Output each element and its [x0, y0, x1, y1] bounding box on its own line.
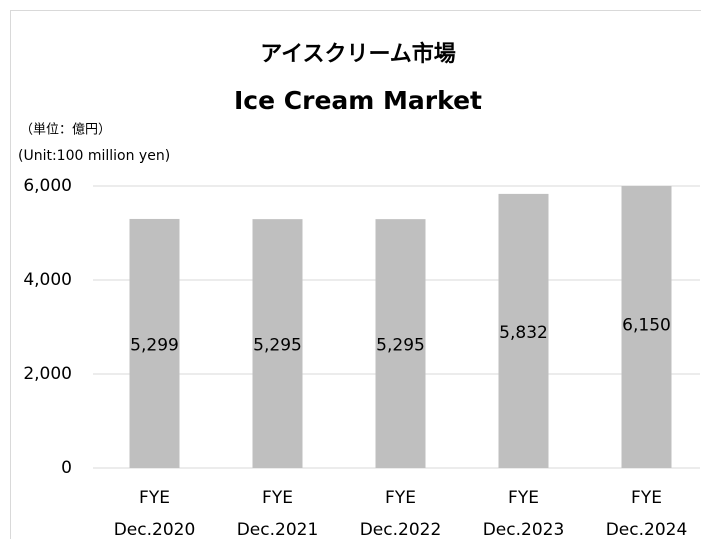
bar	[621, 186, 672, 468]
x-tick-label: FYE	[262, 488, 293, 508]
x-tick-label: FYE	[631, 488, 662, 508]
data-label: 6,150	[622, 315, 671, 335]
data-label: 5,299	[130, 335, 179, 355]
x-tick-label: Dec.2024	[606, 520, 688, 539]
data-label: 5,295	[253, 336, 302, 356]
x-tick-label: FYE	[139, 488, 170, 508]
data-label: 5,295	[376, 336, 425, 356]
y-tick-label: 2,000	[23, 364, 72, 384]
x-tick-label: Dec.2022	[360, 520, 442, 539]
chart-subtitle: Ice Cream Market	[234, 86, 482, 115]
bar	[252, 219, 303, 468]
y-tick-label: 0	[61, 458, 72, 478]
x-tick-label: Dec.2023	[483, 520, 565, 539]
bar	[375, 219, 426, 468]
x-tick-label: Dec.2020	[114, 520, 196, 539]
x-tick-label: FYE	[385, 488, 416, 508]
chart-border	[10, 10, 701, 539]
unit-label: (Unit:100 million yen)	[18, 148, 170, 164]
data-label: 5,832	[499, 323, 548, 343]
chart-title: アイスクリーム市場	[260, 41, 456, 67]
y-tick-label: 4,000	[23, 270, 72, 290]
x-tick-label: FYE	[508, 488, 539, 508]
x-tick-label: Dec.2021	[237, 520, 319, 539]
bar	[129, 218, 180, 468]
y-tick-label: 6,000	[23, 176, 72, 196]
unit-label: （単位：億円）	[20, 122, 111, 138]
bar	[498, 193, 549, 468]
